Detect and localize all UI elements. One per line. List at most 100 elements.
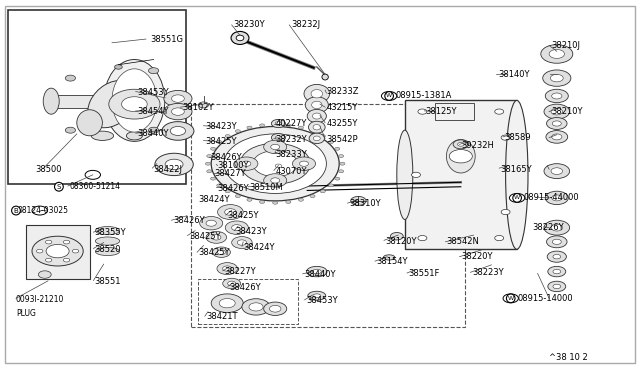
Circle shape (310, 130, 315, 133)
Ellipse shape (312, 113, 321, 119)
Circle shape (547, 118, 567, 129)
Ellipse shape (95, 247, 120, 256)
Circle shape (217, 263, 237, 275)
Ellipse shape (271, 148, 285, 156)
Ellipse shape (506, 100, 528, 249)
Text: 08360-51214: 08360-51214 (69, 182, 120, 191)
Circle shape (298, 198, 303, 201)
Circle shape (453, 140, 468, 149)
Text: 38233Y: 38233Y (275, 150, 307, 159)
Text: 38551: 38551 (95, 277, 121, 286)
Circle shape (36, 249, 43, 253)
Circle shape (541, 45, 573, 63)
Ellipse shape (305, 97, 328, 113)
Bar (198, 279, 298, 324)
Circle shape (551, 168, 563, 174)
Circle shape (328, 184, 333, 187)
Circle shape (46, 244, 69, 258)
Text: 38551G: 38551G (150, 35, 184, 44)
Circle shape (164, 103, 192, 120)
Text: 38426Y: 38426Y (229, 283, 260, 292)
Ellipse shape (311, 90, 323, 98)
Circle shape (45, 240, 52, 244)
Bar (8, 10, 186, 184)
Circle shape (418, 109, 427, 114)
Circle shape (237, 240, 246, 245)
Circle shape (122, 97, 147, 112)
Circle shape (553, 269, 561, 274)
Circle shape (72, 249, 79, 253)
Circle shape (271, 178, 280, 183)
Ellipse shape (92, 131, 114, 140)
Ellipse shape (236, 35, 244, 41)
Circle shape (260, 201, 265, 203)
Circle shape (351, 196, 366, 205)
Ellipse shape (77, 110, 102, 136)
Text: 38551F: 38551F (408, 269, 440, 278)
Text: 38542N: 38542N (447, 237, 479, 246)
Text: 0093I-21210: 0093I-21210 (16, 295, 65, 304)
Text: 38120Y: 38120Y (385, 237, 417, 246)
Text: 38423Y: 38423Y (236, 227, 267, 236)
Circle shape (240, 143, 310, 184)
Circle shape (273, 123, 278, 126)
Text: 38227Y: 38227Y (224, 267, 255, 276)
Text: 38424Y: 38424Y (243, 243, 275, 251)
Circle shape (547, 251, 566, 262)
Text: 38310Y: 38310Y (349, 199, 380, 208)
Circle shape (264, 174, 287, 187)
Circle shape (544, 104, 570, 119)
Text: 08915-14000: 08915-14000 (517, 294, 573, 303)
Circle shape (247, 198, 252, 201)
Text: 38232Y: 38232Y (275, 135, 307, 144)
Circle shape (553, 254, 561, 259)
Text: 38425Y: 38425Y (227, 211, 259, 220)
Text: 38423Y: 38423Y (205, 122, 236, 131)
Circle shape (212, 235, 221, 240)
Circle shape (236, 130, 241, 133)
Circle shape (232, 225, 242, 231)
Circle shape (212, 247, 230, 257)
Circle shape (223, 278, 241, 289)
Circle shape (219, 298, 236, 308)
Ellipse shape (322, 74, 328, 80)
Circle shape (65, 75, 76, 81)
Ellipse shape (231, 31, 249, 44)
Circle shape (200, 217, 223, 230)
Circle shape (63, 258, 70, 262)
Text: 43255Y: 43255Y (326, 119, 358, 128)
Circle shape (235, 157, 258, 170)
Ellipse shape (104, 60, 165, 141)
Circle shape (253, 151, 298, 177)
Text: 38140Y: 38140Y (498, 70, 529, 79)
Circle shape (544, 164, 570, 179)
Text: ^38 10 2: ^38 10 2 (549, 353, 588, 362)
Ellipse shape (397, 130, 413, 219)
Ellipse shape (314, 136, 320, 141)
Ellipse shape (275, 164, 282, 168)
Text: 38100Y: 38100Y (218, 161, 249, 170)
Ellipse shape (312, 269, 321, 274)
Ellipse shape (127, 132, 143, 140)
Circle shape (224, 134, 326, 193)
Circle shape (335, 177, 340, 180)
Circle shape (545, 191, 568, 205)
Circle shape (225, 209, 236, 215)
Text: 38453Y: 38453Y (306, 296, 337, 305)
Circle shape (449, 150, 472, 163)
Ellipse shape (309, 133, 324, 144)
Circle shape (165, 159, 183, 170)
Circle shape (211, 126, 339, 201)
Circle shape (260, 124, 265, 127)
Circle shape (32, 206, 47, 215)
Circle shape (548, 281, 566, 292)
Text: 38426Y: 38426Y (173, 217, 204, 225)
Circle shape (148, 68, 159, 74)
Circle shape (503, 294, 518, 303)
Circle shape (549, 49, 564, 58)
Circle shape (412, 172, 420, 177)
Text: 38421T: 38421T (206, 312, 237, 321)
Text: 38165Y: 38165Y (500, 165, 532, 174)
Text: 38223Y: 38223Y (472, 268, 504, 277)
Circle shape (509, 193, 525, 202)
